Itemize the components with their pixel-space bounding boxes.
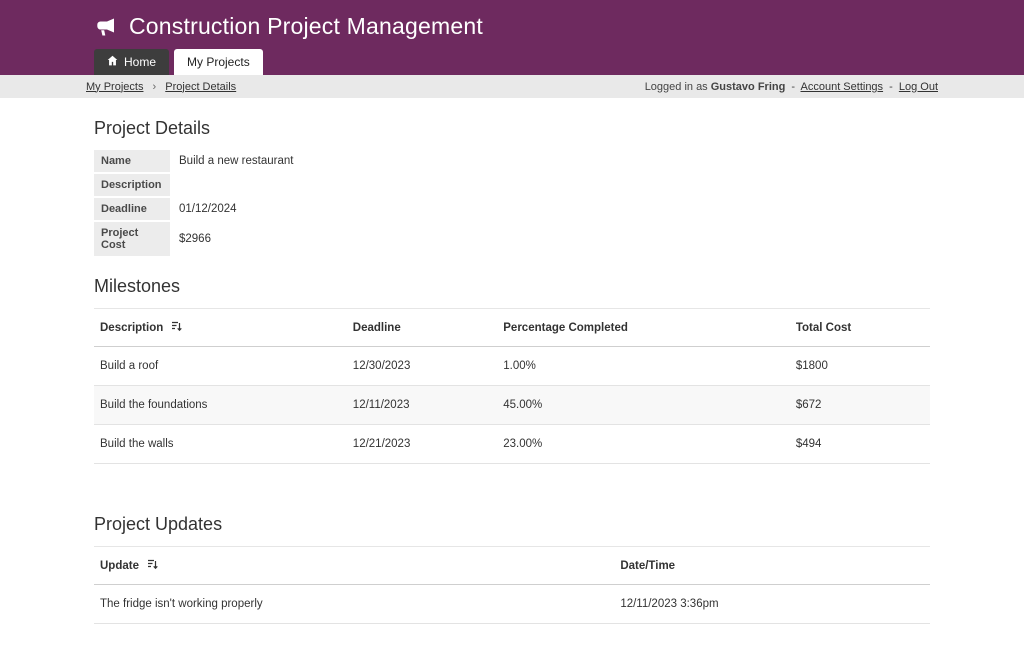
user-bar: Logged in as Gustavo Fring - Account Set… — [645, 81, 938, 93]
cell-total-cost: $1800 — [787, 346, 930, 386]
project-updates-heading: Project Updates — [94, 514, 223, 534]
table-row: Build the foundations 12/11/2023 45.00% … — [94, 385, 930, 425]
field-label: Deadline — [94, 198, 170, 220]
table-row: Build the walls 12/21/2023 23.00% $494 — [94, 424, 930, 464]
app-header: Construction Project Management Home My … — [0, 0, 1024, 75]
log-out-link[interactable]: Log Out — [898, 80, 938, 93]
username: Gustavo Fring — [710, 80, 786, 93]
cell-percentage: 1.00% — [495, 346, 788, 386]
column-header-update[interactable]: Update — [94, 546, 613, 585]
table-row: Build a roof 12/30/2023 1.00% $1800 — [94, 346, 930, 386]
sort-icon[interactable] — [147, 558, 158, 573]
field-row-name: Name Build a new restaurant — [94, 150, 930, 172]
column-header-deadline: Deadline — [344, 308, 496, 347]
column-header-total-cost: Total Cost — [787, 308, 930, 347]
milestones-table: Description Deadline Percentage Complete… — [94, 308, 930, 464]
cell-total-cost: $494 — [787, 424, 930, 464]
cell-deadline: 12/21/2023 — [344, 424, 496, 464]
cell-percentage: 23.00% — [495, 424, 788, 464]
field-row-description: Description — [94, 174, 930, 196]
project-details-fields: Name Build a new restaurant Description … — [94, 150, 930, 256]
cell-datetime: 12/11/2023 3:36pm — [612, 584, 930, 624]
cell-update: The fridge isn't working properly — [94, 584, 613, 624]
breadcrumb: My Projects › Project Details — [86, 81, 236, 93]
account-settings-link[interactable]: Account Settings — [800, 80, 884, 93]
sort-icon[interactable] — [171, 320, 183, 335]
cell-description: Build the walls — [94, 424, 345, 464]
tab-home[interactable]: Home — [94, 49, 170, 75]
app-title: Construction Project Management — [129, 13, 483, 39]
milestones-heading: Milestones — [94, 276, 181, 296]
project-updates-table: Update Date/Time The fridge isn't workin… — [94, 546, 930, 624]
breadcrumb-separator: › — [152, 80, 157, 93]
field-label: Name — [94, 150, 170, 172]
logged-in-prefix: Logged in as — [644, 80, 708, 93]
user-bar-dash: - — [889, 80, 893, 93]
project-details-heading: Project Details — [94, 118, 211, 138]
column-header-percentage: Percentage Completed — [495, 308, 788, 347]
tab-my-projects[interactable]: My Projects — [174, 49, 263, 75]
tab-home-label: Home — [124, 54, 157, 69]
breadcrumb-project-details[interactable]: Project Details — [165, 80, 237, 93]
field-row-project-cost: Project Cost $2966 — [94, 222, 930, 256]
cell-description: Build a roof — [94, 346, 345, 386]
table-header-row: Update Date/Time — [94, 546, 930, 585]
field-value: 01/12/2024 — [179, 203, 237, 215]
breadcrumb-my-projects[interactable]: My Projects — [86, 80, 144, 93]
tab-my-projects-label: My Projects — [187, 54, 250, 69]
field-label: Description — [94, 174, 170, 196]
main-nav: Home My Projects — [94, 49, 930, 75]
cell-total-cost: $672 — [787, 385, 930, 425]
field-value: $2966 — [179, 233, 211, 245]
field-label: Project Cost — [94, 222, 170, 256]
field-row-deadline: Deadline 01/12/2024 — [94, 198, 930, 220]
main-content: Project Details Name Build a new restaur… — [94, 98, 930, 664]
field-value: Build a new restaurant — [179, 155, 294, 167]
breadcrumb-bar: My Projects › Project Details Logged in … — [0, 75, 1024, 98]
cell-description: Build the foundations — [94, 385, 345, 425]
megaphone-icon — [94, 15, 118, 39]
column-header-description[interactable]: Description — [94, 308, 345, 347]
column-header-datetime: Date/Time — [612, 546, 930, 585]
cell-percentage: 45.00% — [495, 385, 788, 425]
table-row: The fridge isn't working properly 12/11/… — [94, 584, 930, 624]
cell-deadline: 12/30/2023 — [344, 346, 496, 386]
cell-deadline: 12/11/2023 — [344, 385, 496, 425]
home-icon — [107, 55, 118, 68]
user-bar-dash: - — [791, 80, 796, 93]
table-header-row: Description Deadline Percentage Complete… — [94, 308, 930, 347]
